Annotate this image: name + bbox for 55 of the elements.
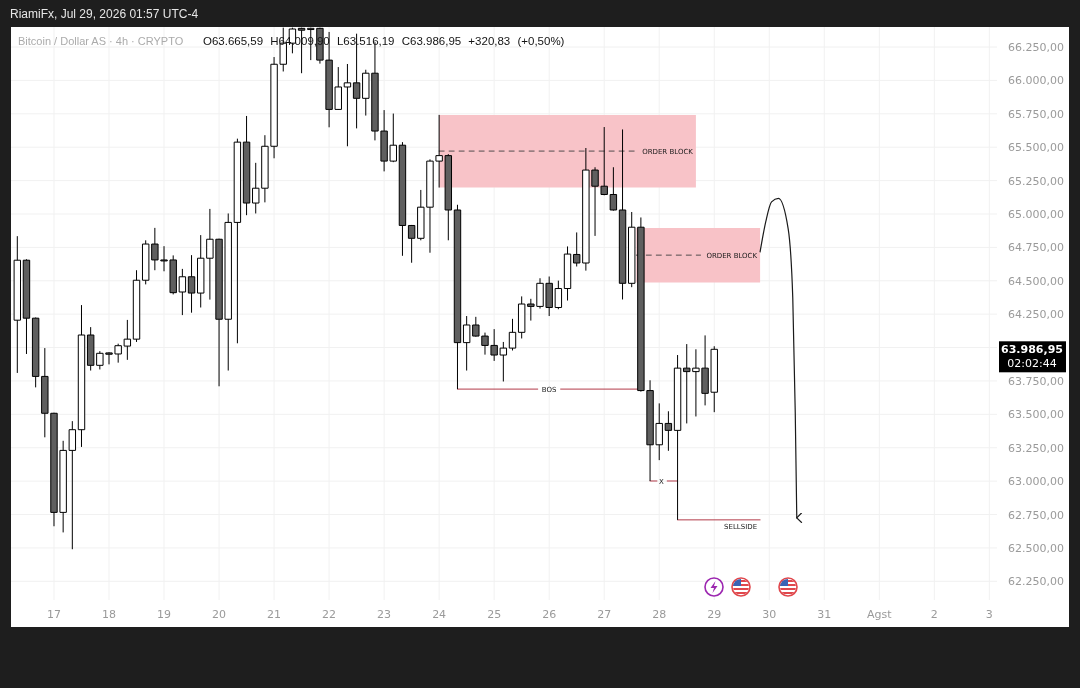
x-tick-label: 20 (212, 608, 227, 621)
y-tick-label: 63.750,00 (1008, 374, 1064, 388)
y-tick-label: 66.250,00 (1008, 41, 1064, 55)
text: 02:02:44 (1007, 357, 1057, 371)
candlestick (407, 224, 416, 264)
candlestick (132, 269, 141, 343)
candlestick (609, 166, 618, 212)
candlestick (398, 141, 407, 257)
y-tick-label: 65.500,00 (1008, 141, 1064, 155)
candlestick (242, 115, 251, 216)
y-tick-label: 64.250,00 (1008, 308, 1064, 322)
x-tick-label: 25 (487, 608, 502, 621)
y-tick-label: 62.750,00 (1008, 508, 1064, 522)
y-tick-label: 65.250,00 (1008, 174, 1064, 188)
x-tick-label: 27 (597, 608, 612, 621)
y-tick-label: 62.250,00 (1008, 575, 1064, 589)
y-tick-label: 63.000,00 (1008, 475, 1064, 489)
x-tick-label: 30 (762, 608, 777, 621)
y-tick-label: 62.500,00 (1008, 541, 1064, 555)
candlestick (178, 268, 187, 316)
candlestick (453, 204, 462, 390)
y-tick-label: 64.750,00 (1008, 241, 1064, 255)
candlestick (22, 258, 31, 355)
candlestick (618, 128, 627, 300)
x-tick-label: 29 (707, 608, 722, 621)
candlestick (343, 63, 352, 147)
y-tick-label: 63.250,00 (1008, 441, 1064, 455)
y-tick-label: 63.500,00 (1008, 408, 1064, 422)
candlestick (563, 245, 572, 302)
x-tick-label: 19 (157, 608, 172, 621)
x-tick-label: 26 (542, 608, 557, 621)
candlestick (187, 254, 196, 314)
candlestick (673, 354, 682, 521)
x-tick-label: 3 (985, 608, 993, 621)
y-tick-label: 65.000,00 (1008, 207, 1064, 221)
y-tick-label: 65.750,00 (1008, 107, 1064, 121)
x-tick-label: 21 (267, 608, 282, 621)
x-tick-label: 23 (377, 608, 392, 621)
candlestick (233, 138, 242, 344)
x-tick-label: 22 (322, 608, 337, 621)
x-tick-label: 18 (102, 608, 117, 621)
y-tick-label: 64.500,00 (1008, 274, 1064, 288)
candlestick (508, 318, 517, 351)
x-tick-label: 2 (930, 608, 938, 621)
text: RiamiFx, Jul 29, 2026 01:57 UTC-4 (10, 7, 199, 21)
text: Bitcoin / Dollar AS · 4h · CRYPTO (18, 35, 184, 47)
x-tick-label: 24 (432, 608, 447, 621)
x-tick-label: Agst (867, 608, 893, 621)
x-tick-label: 28 (652, 608, 667, 621)
x-tick-label: 17 (46, 608, 61, 621)
ref-line-label: 63.986,95 (1001, 343, 1063, 357)
candlestick (77, 304, 86, 448)
y-tick-label: 66.000,00 (1008, 74, 1064, 88)
candlestick (664, 410, 673, 452)
x-tick-label: 31 (817, 608, 832, 621)
